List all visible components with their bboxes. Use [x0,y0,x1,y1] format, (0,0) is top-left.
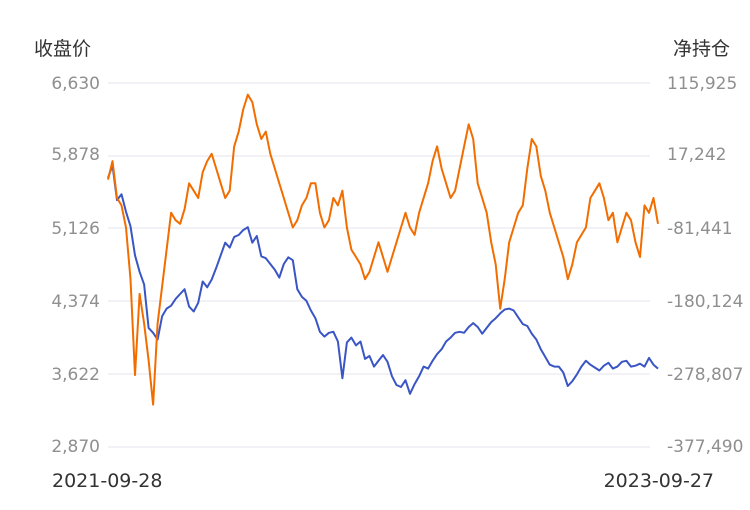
right-tick-label: -377,490 [667,437,744,457]
right-tick-label: 115,925 [667,74,738,94]
left-tick-label: 6,630 [51,74,100,94]
right-axis-title: 净持仓 [672,38,730,60]
left-tick-label: 5,878 [51,145,100,165]
x-axis-end-label: 2023-09-27 [603,470,714,492]
right-tick-label: -180,124 [667,292,744,312]
gridlines [108,82,650,448]
left-tick-label: 4,374 [51,292,100,312]
x-axis-start-label: 2021-09-28 [52,470,163,492]
left-tick-label: 3,622 [51,365,100,385]
left-tick-label: 2,870 [51,437,100,457]
left-axis-title: 收盘价 [34,38,92,60]
series-layer [107,93,659,406]
close-price-series-line [107,164,659,395]
left-tick-label: 5,126 [51,219,100,239]
net-position-series-line [107,93,659,406]
right-tick-label: -278,807 [667,365,744,385]
right-tick-label: 17,242 [667,145,727,165]
right-tick-label: -81,441 [667,219,733,239]
